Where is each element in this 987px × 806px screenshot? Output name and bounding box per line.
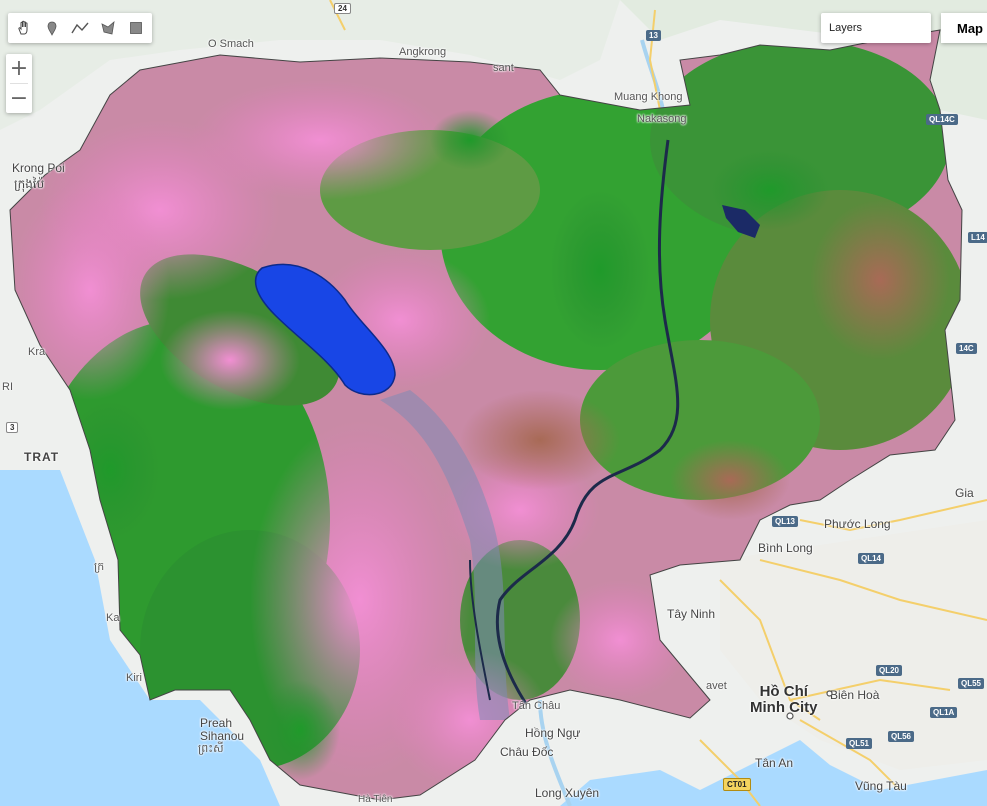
place-label-preah-sihanouk: Preah Sihanou <box>200 716 245 743</box>
layers-button[interactable]: Layers <box>821 13 931 43</box>
hand-icon <box>18 20 28 35</box>
zoom-control: + − <box>6 54 32 113</box>
place-label-kiri: Kiri <box>126 672 142 684</box>
road-shield-ql14c-mid: 14C <box>956 343 977 354</box>
zoom-out-button[interactable]: − <box>9 86 29 111</box>
road-shield-ct01: CT01 <box>723 778 751 791</box>
place-label-vung-tau: Vũng Tàu <box>855 779 907 793</box>
place-label-khmer-left: ក្រ <box>94 561 105 573</box>
drawing-toolbar <box>8 13 152 43</box>
place-label-phuoc-long: Phước Long <box>824 517 891 531</box>
city-dot-icon <box>786 712 794 720</box>
place-label-tan-an: Tân An <box>755 756 794 770</box>
pan-tool-button[interactable] <box>10 13 38 43</box>
place-label-angkrong: Angkrong <box>399 46 447 58</box>
road-shield-ql14: QL14 <box>858 553 885 564</box>
place-label-sant: sant <box>493 62 514 74</box>
place-label-krong-poi: Krong Poi <box>12 161 65 175</box>
draw-rectangle-button[interactable] <box>122 13 150 43</box>
road-shield-13: 13 <box>646 30 661 41</box>
place-label-tay-ninh: Tây Ninh <box>667 607 716 621</box>
place-label-o-smach: O Smach <box>208 38 254 50</box>
road-shield-ql55: QL55 <box>958 678 985 689</box>
place-label-chau-doc: Châu Đốc <box>500 745 554 759</box>
road-shield-ql20: QL20 <box>876 665 903 676</box>
place-label-muang-khong: Muang Khong <box>614 91 683 103</box>
divider <box>10 83 28 84</box>
city-dot-icon <box>826 690 833 697</box>
map-type-button[interactable]: Map <box>941 13 987 43</box>
road-shield-ql13: QL13 <box>772 516 799 527</box>
zoom-in-button[interactable]: + <box>9 56 29 81</box>
road-shield-ql56: QL56 <box>888 731 915 742</box>
place-label-ka: Ka <box>106 612 120 624</box>
place-label-gia: Gia <box>955 486 974 500</box>
point-marker-icon <box>47 21 57 36</box>
road-shield-ql51: QL51 <box>846 738 873 749</box>
add-marker-button[interactable] <box>38 13 66 43</box>
line-icon <box>71 22 89 34</box>
place-label-avet: avet <box>706 680 727 692</box>
place-label-preah-khmer: ព្រះសី <box>198 743 224 755</box>
place-label-binh-long: Bình Long <box>758 541 813 555</box>
place-label-krong-poi-khmer: ក្រុងប៉ៃ <box>14 177 45 191</box>
place-label-long-xuyen: Long Xuyên <box>535 786 600 800</box>
draw-line-button[interactable] <box>66 13 94 43</box>
place-label-bien-hoa: Biên Hoà <box>830 688 880 702</box>
road-shield-24: 24 <box>334 3 351 14</box>
place-label-ha-tien: Hà Tiên <box>358 794 393 805</box>
place-label-kra: Kra <box>28 346 46 358</box>
road-shield-ql1a: QL1A <box>930 707 958 718</box>
place-label-trat: TRAT <box>24 450 60 464</box>
place-label-nakasong: Nakasong <box>637 113 687 125</box>
polygon-icon <box>101 21 115 35</box>
road-shield-ql14c-top: QL14C <box>926 114 958 125</box>
place-label-ri: RI <box>2 381 13 393</box>
road-shield-l14: L14 <box>968 232 987 243</box>
place-label-hong-ngu: Hồng Ngự <box>525 726 581 740</box>
rectangle-icon <box>130 22 142 34</box>
road-shield-3: 3 <box>6 422 19 433</box>
place-label-tan-chau: Tân Châu <box>512 700 561 712</box>
draw-polygon-button[interactable] <box>94 13 122 43</box>
place-label-ho-chi-minh-city: Hồ Chí Minh City <box>750 683 818 716</box>
